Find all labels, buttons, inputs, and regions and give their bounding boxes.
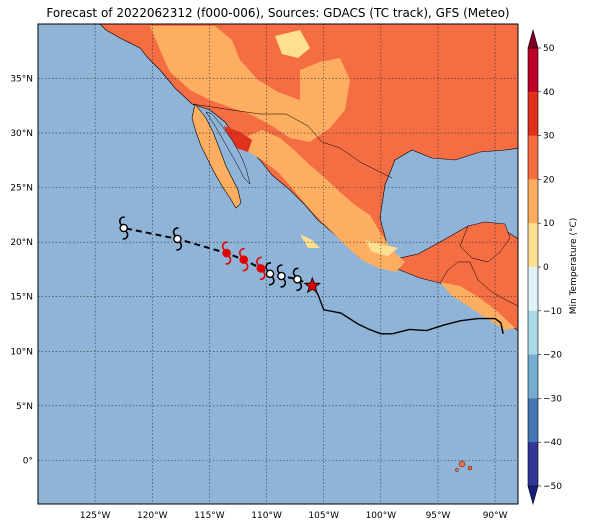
- colorbar-band: [528, 267, 538, 312]
- plot-frame: [37, 23, 519, 505]
- current-position-star-icon: [303, 276, 321, 294]
- border-central-america: [439, 261, 518, 307]
- colorbar-band: [528, 398, 538, 443]
- hurricane-symbol-icon: [265, 262, 275, 286]
- land-baja-california: [191, 103, 242, 209]
- hurricane-symbol-icon: [276, 264, 287, 288]
- hurricane-symbol-icon: [292, 267, 303, 292]
- border-us-mexico: [191, 103, 393, 179]
- longitude-tick-label: 95°W: [426, 511, 451, 521]
- land-coldest-patch-3: [300, 234, 320, 248]
- land-yucatan: [459, 221, 511, 263]
- colorbar-tick-label: −50: [543, 482, 562, 492]
- land-coldest-patch-1: [275, 30, 310, 58]
- land-cool-zone-north: [150, 26, 350, 142]
- hurricane-symbol-icon: [172, 227, 183, 251]
- latitude-tick-label: 30°N: [10, 129, 33, 139]
- hurricane-symbol-icon: [221, 241, 232, 265]
- colorbar-tick-label: −10: [543, 307, 562, 317]
- gulf-of-california: [205, 111, 251, 185]
- colorbar-band: [528, 91, 538, 137]
- colorbar-band: [528, 354, 538, 399]
- colorbar: 50 40 30 20 10 0 −10 −20 −30 −40 −50: [527, 28, 562, 506]
- cyclone-track: [119, 216, 504, 335]
- colorbar-band: [528, 223, 538, 268]
- longitude-tick-label: 110°W: [251, 511, 282, 521]
- longitude-tick-labels: 125°W 120°W 115°W 110°W 105°W 100°W 95°W 90°W: [80, 511, 508, 521]
- colorbar-tick-label: −40: [543, 438, 562, 448]
- colorbar-extend-max: [527, 28, 539, 49]
- colorbar-tick-label: 30: [543, 132, 555, 142]
- latitude-tick-label: 35°N: [10, 75, 33, 85]
- past-track-line: [311, 285, 504, 335]
- latitude-tick-label: 20°N: [10, 238, 33, 248]
- longitude-tick-label: 100°W: [366, 511, 397, 521]
- colorbar-tick-label: −30: [543, 394, 562, 404]
- latitude-tick-label: 5°N: [16, 402, 33, 412]
- island: [455, 468, 459, 472]
- hurricane-symbol-icon: [239, 247, 249, 272]
- colorbar-band: [528, 135, 538, 180]
- land-cool-zone-west-mexico: [242, 130, 405, 272]
- colorbar-tick-label: 0: [543, 263, 549, 273]
- map-title: Forecast of 2022062312 (f000-006), Sourc…: [46, 6, 510, 20]
- latitude-tick-label: 10°N: [10, 347, 33, 357]
- colorbar-extend-min: [527, 485, 539, 506]
- longitude-tick-label: 105°W: [308, 511, 339, 521]
- map-plot-area: [38, 24, 518, 504]
- colorbar-band: [528, 442, 538, 487]
- colorbar-tick-label: 40: [543, 88, 555, 98]
- colorbar-label: Min Temperature (°C): [569, 218, 579, 315]
- island: [467, 465, 473, 471]
- colorbar-band: [528, 179, 538, 224]
- longitude-tick-label: 125°W: [80, 511, 111, 521]
- longitude-tick-label: 115°W: [194, 511, 225, 521]
- hurricane-symbol-icon: [119, 216, 129, 240]
- graticule: [38, 24, 518, 504]
- land-hottest-patch: [224, 126, 252, 152]
- land-cool-zone-central-america: [440, 282, 515, 330]
- latitude-tick-label: 25°N: [10, 184, 33, 194]
- colorbar-tick-label: 20: [543, 175, 555, 185]
- longitude-tick-label: 90°W: [483, 511, 508, 521]
- colorbar-band: [528, 310, 538, 356]
- land-coldest-patch-2: [365, 240, 398, 256]
- colorbar-tick-label: −20: [543, 351, 562, 361]
- colorbar-band: [528, 48, 538, 93]
- colorbar-tick-label: 10: [543, 219, 555, 229]
- colorbar-tick-label: 50: [543, 44, 555, 54]
- longitude-tick-label: 120°W: [137, 511, 168, 521]
- latitude-tick-labels: 0° 5°N 10°N 15°N 20°N 25°N 30°N 35°N: [10, 75, 33, 467]
- latitude-tick-label: 15°N: [10, 293, 33, 303]
- island: [458, 460, 466, 468]
- hurricane-symbol-icon: [256, 256, 266, 281]
- latitude-tick-label: 0°: [23, 456, 33, 466]
